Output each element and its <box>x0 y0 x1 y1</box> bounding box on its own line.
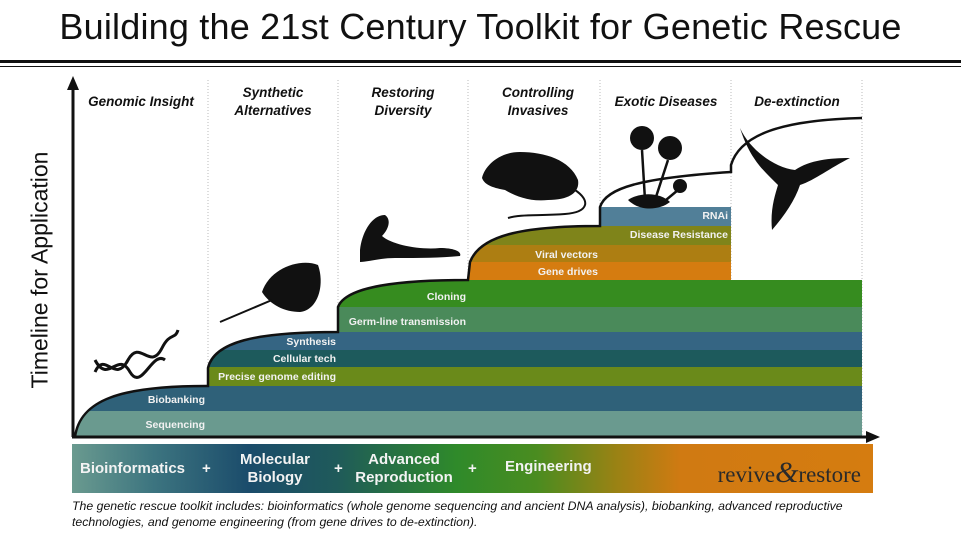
rat-icon <box>482 152 587 219</box>
strip-item-line: Reproduction <box>355 469 453 486</box>
plus-sign: + <box>468 460 477 477</box>
strip-item-bioinformatics: Bioinformatics <box>80 460 186 477</box>
dna-helix-icon <box>93 329 180 379</box>
column-header-restoring-diversity-2: Diversity <box>374 103 433 118</box>
strip-item-engineering: Engineering <box>505 458 592 475</box>
logo-ampersand: & <box>775 456 799 489</box>
logo-text: revive <box>717 462 776 487</box>
column-header-controlling-invasives-2: Invasives <box>508 103 569 118</box>
discipline-strip: Bioinformatics + Molecular Biology + Adv… <box>72 444 873 493</box>
band-label: Viral vectors <box>535 249 598 261</box>
revive-restore-logo: revive&restore <box>718 456 861 490</box>
caption: The genetic rescue toolkit includes: bio… <box>72 499 843 529</box>
strip-item-line: Advanced <box>368 451 440 468</box>
column-header-exotic-diseases: Exotic Diseases <box>615 94 718 109</box>
ferret-icon <box>360 215 461 262</box>
column-header-synthetic-alternatives-2: Alternatives <box>233 103 312 118</box>
pigeon-icon <box>740 128 850 230</box>
band-label: Biobanking <box>148 394 205 406</box>
plus-sign: + <box>202 460 211 477</box>
x-axis-arrow-icon <box>866 431 880 443</box>
title-rule <box>0 60 961 63</box>
band-label: Precise genome editing <box>218 371 336 383</box>
band-label: Cloning <box>427 291 466 303</box>
band-label: Gene drives <box>538 266 598 278</box>
horseshoe-crab-icon <box>219 262 321 323</box>
plus-sign: + <box>334 460 343 477</box>
band-cellular-tech <box>200 350 862 367</box>
band-viral-vectors <box>460 245 731 262</box>
bands <box>75 207 862 437</box>
band-biobanking <box>75 386 862 411</box>
band-sequencing <box>75 411 862 437</box>
strip-item-line: Molecular <box>239 451 311 468</box>
band-gene-drives <box>460 262 731 280</box>
band-label: RNAi <box>702 210 728 222</box>
band-germ-line-transmission <box>330 307 862 332</box>
timeline-curve <box>73 116 863 438</box>
column-header-genomic-insight: Genomic Insight <box>88 94 194 109</box>
strip-item-line: Biology <box>247 469 303 486</box>
band-precise-genome-editing <box>200 367 862 386</box>
band-label: Germ-line transmission <box>349 316 466 328</box>
y-axis-arrow-icon <box>67 76 79 90</box>
column-header-de-extinction: De-extinction <box>754 94 840 109</box>
band-rnai <box>600 207 731 226</box>
logo-text: restore <box>798 462 861 487</box>
band-label: Disease Resistance <box>630 229 728 241</box>
flower-icon <box>628 126 687 209</box>
band-label: Sequencing <box>145 419 205 431</box>
title-rule-thin <box>0 66 961 67</box>
band-label: Synthesis <box>286 336 336 348</box>
column-header-restoring-diversity: Restoring <box>371 85 435 100</box>
page-title: Building the 21st Century Toolkit for Ge… <box>59 6 902 47</box>
column-header-synthetic-alternatives: Synthetic <box>243 85 304 100</box>
strip-item-advanced-reproduction: Advanced Reproduction <box>349 451 459 487</box>
band-label: Cellular tech <box>273 353 336 365</box>
strip-item-molecular-biology: Molecular Biology <box>230 451 320 487</box>
band-synthesis <box>200 332 862 350</box>
band-cloning <box>330 280 862 307</box>
column-header-controlling-invasives: Controlling <box>502 85 575 100</box>
